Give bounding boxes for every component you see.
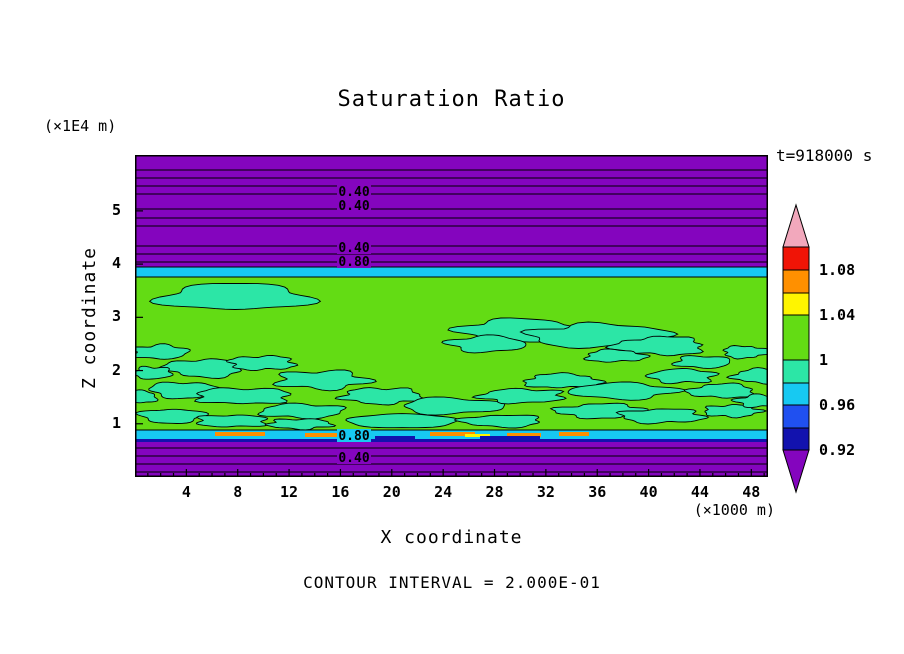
colorbar-segment bbox=[782, 269, 810, 294]
x-tick-label: 44 bbox=[690, 483, 709, 501]
teal-contour-patch bbox=[345, 413, 459, 429]
contour-plot-area: 0.40 0.40 0.40 0.80 0.80 0.40 bbox=[135, 155, 768, 477]
colorbar-svg: 1.08 1.04 1 0.96 0.92 bbox=[782, 203, 855, 494]
teal-contour-patch bbox=[582, 348, 652, 363]
colorbar: 1.08 1.04 1 0.96 0.92 bbox=[780, 198, 860, 508]
upper-purple-band bbox=[135, 155, 768, 278]
contour-label: 0.80 bbox=[338, 255, 369, 270]
contour-label: 0.40 bbox=[338, 185, 369, 200]
y-tick-label: 3 bbox=[111, 307, 121, 326]
colorbar-tick-label: 0.92 bbox=[819, 441, 855, 459]
time-annotation: t=918000 s bbox=[776, 146, 873, 165]
teal-contour-patch bbox=[148, 283, 322, 310]
teal-contour-patch bbox=[722, 345, 768, 360]
teal-contour-patch bbox=[725, 367, 768, 385]
x-tick-label: 36 bbox=[588, 483, 607, 501]
x-tick-label: 24 bbox=[434, 483, 453, 501]
colorbar-segment bbox=[782, 382, 810, 406]
colorbar-segment bbox=[782, 359, 810, 384]
colorbar-segment bbox=[782, 292, 810, 316]
x-tick-label: 16 bbox=[331, 483, 350, 501]
teal-contour-patch bbox=[567, 381, 686, 401]
teal-contour-patch bbox=[644, 368, 720, 385]
plot-border bbox=[135, 155, 768, 477]
x-tick-label: 32 bbox=[536, 483, 555, 501]
teal-contour-patch bbox=[670, 355, 731, 369]
x-tick-label: 40 bbox=[639, 483, 658, 501]
teal-contour-patch bbox=[195, 414, 269, 428]
y-tick-label: 5 bbox=[111, 200, 121, 219]
teal-contour-patch bbox=[334, 387, 426, 406]
y-axis-unit-label: (×1E4 m) bbox=[44, 117, 117, 135]
colorbar-tick-label: 1.08 bbox=[819, 261, 855, 279]
colorbar-segment bbox=[782, 246, 810, 271]
teal-contour-patch bbox=[193, 387, 292, 405]
contour-line-labels: 0.400.400.400.800.800.40 bbox=[337, 185, 371, 466]
teal-contour-patch bbox=[257, 402, 347, 420]
teal-contour-patch bbox=[683, 382, 756, 399]
x-axis-title: X coordinate bbox=[380, 527, 523, 548]
colorbar-segment bbox=[782, 427, 810, 451]
contour-interval-note: CONTOUR INTERVAL = 2.000E-01 bbox=[303, 573, 601, 592]
x-tick-label: 20 bbox=[382, 483, 401, 501]
teal-contour-patch bbox=[135, 343, 191, 360]
teal-contour-patch bbox=[730, 393, 768, 409]
teal-contour-patch bbox=[264, 418, 337, 431]
y-tick-label: 1 bbox=[111, 413, 121, 432]
contour-field-svg: 0.400.400.400.800.800.40 bbox=[135, 155, 768, 477]
teal-contour-patch bbox=[471, 387, 567, 405]
y-tick-label: 4 bbox=[111, 254, 121, 273]
colorbar-segment bbox=[782, 404, 810, 429]
teal-contour-patch bbox=[135, 408, 210, 424]
x-tick-label: 8 bbox=[233, 483, 243, 501]
chart-title: Saturation Ratio bbox=[337, 87, 566, 112]
teal-contour-patch bbox=[135, 389, 159, 404]
contour-label: 0.40 bbox=[338, 451, 369, 466]
lower-bands bbox=[135, 429, 768, 477]
x-tick-label: 28 bbox=[485, 483, 504, 501]
teal-contour-patch bbox=[453, 414, 540, 429]
colorbar-tick-label: 1 bbox=[819, 351, 828, 369]
colorbar-segment bbox=[782, 314, 810, 361]
teal-contour-patch bbox=[441, 334, 527, 354]
teal-patches bbox=[135, 283, 768, 431]
teal-contour-patch bbox=[615, 408, 710, 425]
teal-contour-patch bbox=[135, 365, 174, 380]
x-axis-unit-label: (×1000 m) bbox=[693, 501, 775, 519]
colorbar-tick-label: 1.04 bbox=[819, 306, 855, 324]
colorbar-tick-label: 0.96 bbox=[819, 396, 855, 414]
y-tick-label: 2 bbox=[111, 360, 121, 379]
x-tick-label: 4 bbox=[181, 483, 191, 501]
x-tick-label: 48 bbox=[742, 483, 761, 501]
contour-label: 0.80 bbox=[338, 429, 369, 444]
contour-label: 0.40 bbox=[338, 241, 369, 256]
x-tick-label: 12 bbox=[280, 483, 299, 501]
teal-contour-patch bbox=[403, 396, 506, 416]
teal-contour-patch bbox=[225, 354, 299, 372]
teal-contour-patch bbox=[271, 369, 377, 392]
contour-label: 0.40 bbox=[338, 199, 369, 214]
